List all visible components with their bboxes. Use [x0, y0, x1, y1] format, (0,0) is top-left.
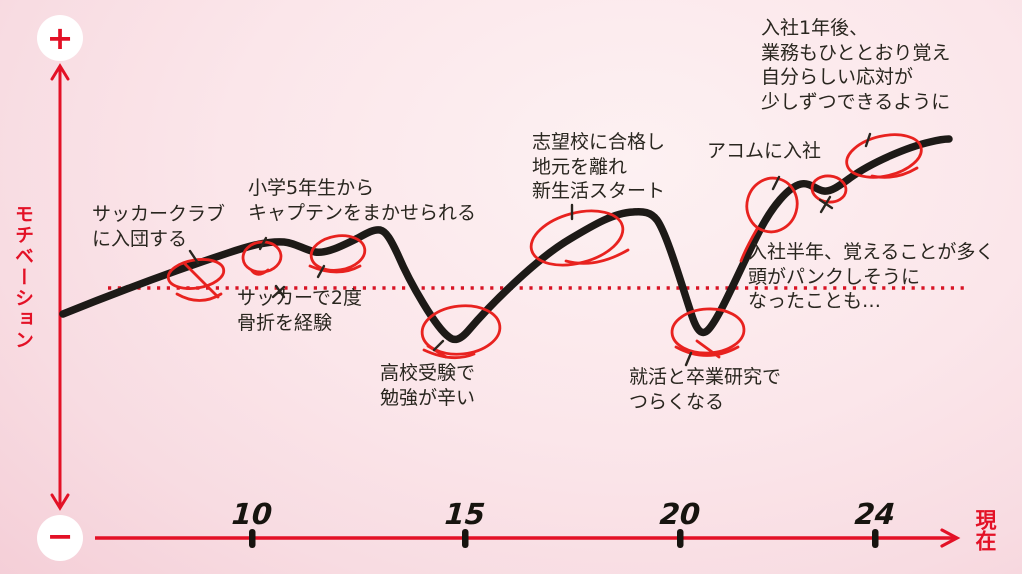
circle-job-hunt-cross [695, 339, 721, 359]
x-axis [95, 528, 961, 548]
annotation-captain: 小学5年生から キャプテンをまかせられる [248, 177, 477, 224]
mark-soccer-club [188, 249, 200, 265]
circle-exam-cross [426, 344, 448, 359]
mark-fracture [316, 264, 326, 279]
tick-mark-24 [872, 529, 879, 548]
y-axis-arrow-down-icon [50, 493, 70, 511]
mark-join-acom [771, 175, 781, 191]
mark-job-hunt [684, 351, 693, 367]
y-axis-arrow-up-icon [50, 63, 70, 81]
y-axis-plus-badge: + [37, 15, 83, 61]
annotation-fracture: サッカーで2度 骨折を経験 [237, 287, 362, 334]
tick-mark-15 [462, 529, 469, 548]
annotation-one-year: 入社1年後、 業務もひととおり覚え 自分らしい応対が 少しずつできるように [761, 17, 951, 114]
annotation-job-hunt: 就活と卒業研究で つらくなる [629, 366, 782, 413]
circle-job-hunt-valley [670, 307, 746, 355]
tick-label-10: 10 [230, 497, 274, 531]
circle-job-hunt-tail [674, 345, 740, 357]
mark-exam [432, 339, 445, 352]
x-axis-now-label: 現在 [973, 509, 998, 551]
emphasis-circles [166, 133, 923, 360]
motivation-curve [59, 135, 953, 344]
circle-join-acom-rise [745, 176, 799, 234]
annotation-new-life: 志望校に合格し 地元を離れ 新生活スタート [532, 131, 666, 203]
annotation-join-acom: アコムに入社 [707, 140, 822, 162]
mark-captain-cross [271, 284, 286, 299]
circle-captain-tail [250, 268, 270, 276]
circle-soccer-club [166, 258, 226, 290]
tick-mark-10 [249, 529, 256, 548]
x-axis-ticks [249, 529, 879, 548]
tick-label-20: 20 [658, 497, 702, 531]
y-axis [50, 63, 70, 511]
tick-label-15: 15 [443, 497, 487, 531]
circle-one-year-rise [845, 133, 923, 179]
circle-soccer-club-swoosh [175, 292, 223, 302]
circle-fracture-dip [309, 234, 367, 272]
annotation-soccer-club: サッカークラブ に入団する [92, 203, 226, 250]
circle-new-life-tail [564, 248, 630, 265]
mark-half-year-cross [818, 195, 834, 214]
circle-join-acom-tail [739, 227, 759, 263]
circle-fracture-tail [308, 264, 362, 274]
circle-one-year-tail [870, 166, 919, 179]
annotation-exam: 高校受験で 勉強が辛い [380, 362, 476, 409]
connector-marks [188, 132, 872, 367]
y-axis-label: モチベーション [12, 204, 34, 351]
y-axis-minus-badge: − [37, 515, 83, 561]
circle-exam-valley [420, 304, 502, 356]
tick-mark-20 [677, 529, 684, 548]
annotation-half-year: 入社半年、覚えることが多く 頭がパンクしそうに なったことも… [748, 241, 995, 313]
tick-label-24: 24 [853, 497, 897, 531]
mark-captain [258, 236, 268, 251]
circle-soccer-club-tail [182, 261, 220, 299]
mark-one-year [864, 132, 872, 148]
circle-exam-tail [422, 348, 476, 360]
x-axis-arrow-right-icon [940, 528, 961, 548]
